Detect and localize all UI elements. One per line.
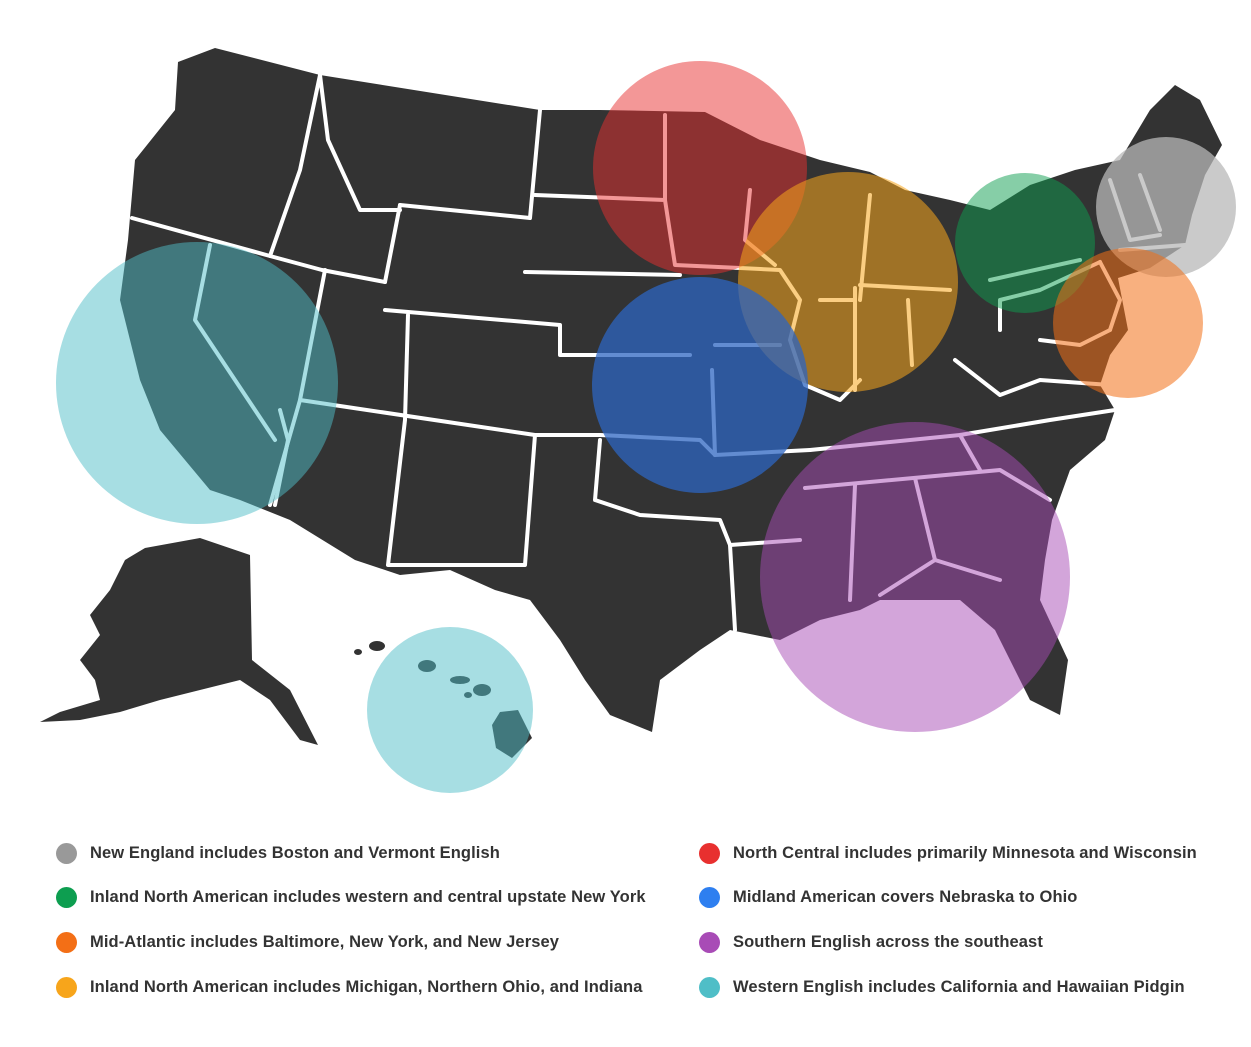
- legend-label: Mid-Atlantic includes Baltimore, New Yor…: [90, 932, 560, 951]
- legend-label: Western English includes California and …: [733, 977, 1185, 996]
- bubble-western-california: [56, 242, 338, 524]
- legend-dot: [699, 842, 720, 864]
- legend-item-inland-north-ny: Inland North American includes western a…: [56, 882, 646, 912]
- legend-label: Midland American covers Nebraska to Ohio: [733, 887, 1078, 906]
- legend-label: Inland North American includes Michigan,…: [90, 977, 643, 996]
- bubble-inland-north-ny: [955, 173, 1095, 313]
- bubble-north-central: [593, 61, 807, 275]
- bubble-mid-atlantic: [1053, 248, 1203, 398]
- legend-dot: [699, 886, 720, 908]
- alaska-landmass: [40, 538, 318, 745]
- bubble-southern: [760, 422, 1070, 732]
- bubble-new-england: [1096, 137, 1236, 277]
- legend-item-western: Western English includes California and …: [699, 972, 1185, 1002]
- legend-item-inland-north-mi: Inland North American includes Michigan,…: [56, 972, 642, 1002]
- legend-item-southern: Southern English across the southeast: [699, 927, 1043, 957]
- legend-dot: [56, 931, 77, 953]
- legend-item-north-central: North Central includes primarily Minneso…: [699, 838, 1197, 868]
- legend-item-mid-atlantic: Mid-Atlantic includes Baltimore, New Yor…: [56, 927, 559, 957]
- legend-dot: [56, 886, 77, 908]
- legend-label: North Central includes primarily Minneso…: [733, 843, 1197, 862]
- legend-label: New England includes Boston and Vermont …: [90, 843, 500, 862]
- legend-dot: [56, 842, 77, 864]
- bubble-midland: [592, 277, 808, 493]
- legend-item-midland: Midland American covers Nebraska to Ohio: [699, 882, 1078, 912]
- dialect-bubbles: [56, 61, 1236, 793]
- legend-dot: [699, 976, 720, 998]
- legend-dot: [699, 931, 720, 953]
- legend-label: Inland North American includes western a…: [90, 887, 646, 906]
- legend-item-new-england: New England includes Boston and Vermont …: [56, 838, 500, 868]
- us-dialect-map: [40, 48, 1236, 793]
- legend: New England includes Boston and Vermont …: [0, 838, 1251, 1018]
- legend-label: Southern English across the southeast: [733, 932, 1043, 951]
- bubble-western-hawaii: [367, 627, 533, 793]
- legend-dot: [56, 976, 77, 998]
